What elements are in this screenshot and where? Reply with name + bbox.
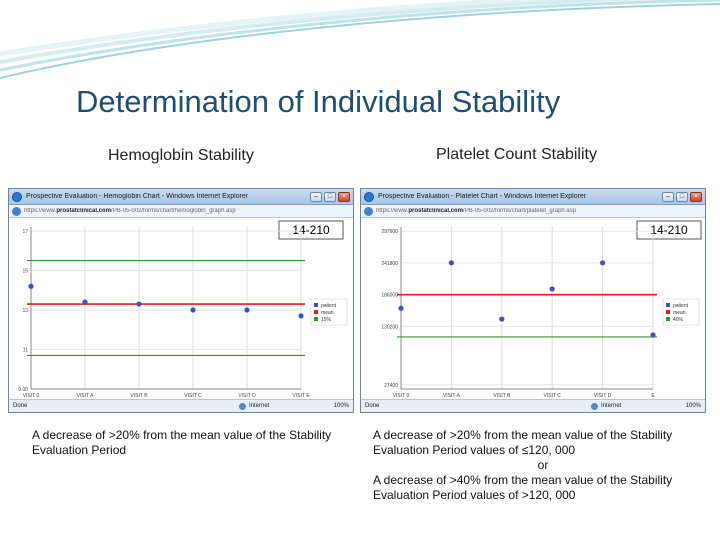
patient-data-point bbox=[28, 283, 34, 289]
ie-logo-icon bbox=[364, 191, 374, 202]
y-tick-label: 186000 bbox=[381, 293, 398, 299]
patient-data-point bbox=[600, 260, 606, 266]
legend-swatch bbox=[314, 303, 318, 307]
patient-data-point bbox=[448, 260, 454, 266]
patient-data-point bbox=[298, 313, 304, 319]
platelet-chart-area: 14-210 VISIT 0 VISIT A VISIT B VISIT C VISIT … bbox=[361, 219, 705, 400]
status-text: Done bbox=[365, 403, 380, 409]
x-tick-label: VISIT D bbox=[238, 393, 256, 399]
y-tick-label: 241800 bbox=[381, 261, 398, 267]
slide-title: Determination of Individual Stability bbox=[76, 84, 561, 119]
x-tick-label: VISIT B bbox=[493, 393, 511, 399]
hemoglobin-chart: 14-210 VISIT 0 VISIT A VISIT B VISIT C VISIT … bbox=[18, 220, 348, 399]
hemoglobin-chart-area: 14-210 VISIT 0 VISIT A VISIT B VISIT C VISIT … bbox=[9, 219, 353, 400]
url-field[interactable]: https://www.prostatclinical.com/PB-05-00… bbox=[376, 208, 577, 214]
legend-swatch bbox=[666, 310, 670, 314]
globe-icon bbox=[239, 402, 246, 410]
hemoglobin-heading: Hemoglobin Stability bbox=[108, 147, 254, 164]
patient-data-point bbox=[499, 316, 505, 322]
zoom-level[interactable]: 100% bbox=[685, 403, 701, 409]
y-tick-label: 130200 bbox=[381, 324, 398, 330]
patient-data-point bbox=[650, 332, 656, 338]
x-tick-label: E bbox=[651, 393, 655, 399]
legend-swatch bbox=[314, 317, 318, 321]
window-title: Prospective Evaluation - Hemoglobin Char… bbox=[26, 193, 249, 200]
caption-line: A decrease of >20% from the mean value o… bbox=[373, 428, 673, 442]
legend-swatch bbox=[314, 310, 318, 314]
legend-label: 15% bbox=[321, 317, 332, 323]
x-tick-label: VISIT D bbox=[594, 393, 612, 399]
caption-line: Evaluation Period values of >120, 000 bbox=[373, 488, 576, 502]
platelet-chart: 14-210 VISIT 0 VISIT A VISIT B VISIT C VISIT … bbox=[381, 220, 702, 399]
window-title: Prospective Evaluation - Platelet Chart … bbox=[378, 193, 587, 200]
legend-label: patient bbox=[673, 303, 689, 309]
caption-line: A decrease of >20% from the mean value o… bbox=[32, 428, 332, 442]
y-tick-label: 17 bbox=[22, 229, 28, 235]
patient-data-point bbox=[82, 299, 88, 305]
patient-data-point bbox=[549, 286, 555, 292]
platelet-caption: A decrease of >20% from the mean value o… bbox=[373, 428, 713, 503]
y-tick-label: 27400 bbox=[384, 383, 398, 389]
patient-data-point bbox=[398, 305, 404, 311]
x-tick-label: VISIT 0 bbox=[23, 393, 40, 399]
legend-label: mean bbox=[321, 310, 334, 316]
platelet-heading: Platelet Count Stability bbox=[436, 146, 597, 163]
address-bar[interactable]: https://www.prostatclinical.com/PB-05-00… bbox=[9, 205, 353, 218]
y-tick-label: 13 bbox=[22, 308, 28, 314]
patient-data-point bbox=[190, 307, 196, 313]
minimize-button[interactable]: – bbox=[310, 191, 322, 202]
hemoglobin-browser-window[interactable]: Prospective Evaluation - Hemoglobin Char… bbox=[8, 188, 354, 413]
close-button[interactable]: × bbox=[690, 191, 702, 202]
y-tick-label: 15 bbox=[22, 268, 28, 274]
caption-line: Evaluation Period values of ≤120, 000 bbox=[373, 443, 576, 457]
window-titlebar[interactable]: Prospective Evaluation - Hemoglobin Char… bbox=[9, 189, 353, 205]
x-tick-label: VISIT A bbox=[77, 393, 95, 399]
caption-or: or bbox=[537, 458, 549, 472]
legend-swatch bbox=[666, 303, 670, 307]
back-arrow-icon[interactable] bbox=[12, 206, 21, 216]
url-field[interactable]: https://www.prostatclinical.com/PB-05-00… bbox=[24, 208, 236, 214]
back-arrow-icon[interactable] bbox=[364, 206, 373, 216]
caption-line: Evaluation Period bbox=[32, 443, 127, 457]
legend-label: 40% bbox=[673, 317, 684, 323]
patient-data-point bbox=[136, 301, 142, 307]
legend-label: patient bbox=[321, 303, 337, 309]
hemoglobin-caption: A decrease of >20% from the mean value o… bbox=[32, 428, 362, 458]
patient-data-point bbox=[244, 307, 250, 313]
status-zone: Internet bbox=[601, 403, 622, 409]
y-tick-label: 9.00 bbox=[18, 387, 28, 393]
x-tick-label: VISIT E bbox=[292, 393, 310, 399]
chart-title: 14-210 bbox=[650, 223, 688, 237]
maximize-button[interactable]: □ bbox=[324, 191, 336, 202]
y-tick-label: 297600 bbox=[381, 229, 398, 235]
close-button[interactable]: × bbox=[338, 191, 350, 202]
status-text: Done bbox=[13, 403, 28, 409]
minimize-button[interactable]: – bbox=[662, 191, 674, 202]
chart-title-box bbox=[278, 220, 344, 240]
status-bar: Done Internet 100% bbox=[361, 399, 705, 412]
ie-logo-icon bbox=[12, 191, 22, 202]
legend-swatch bbox=[666, 317, 670, 321]
window-titlebar[interactable]: Prospective Evaluation - Platelet Chart … bbox=[361, 189, 705, 205]
globe-icon bbox=[591, 402, 598, 410]
x-tick-label: VISIT A bbox=[443, 393, 461, 399]
caption-line: A decrease of >40% from the mean value o… bbox=[373, 473, 673, 487]
legend-label: mean bbox=[673, 310, 686, 316]
address-bar[interactable]: https://www.prostatclinical.com/PB-05-00… bbox=[361, 205, 705, 218]
x-tick-label: VISIT 0 bbox=[393, 393, 410, 399]
y-tick-label: 11 bbox=[23, 347, 28, 353]
maximize-button[interactable]: □ bbox=[676, 191, 688, 202]
x-tick-label: VISIT C bbox=[543, 393, 561, 399]
status-zone: Internet bbox=[249, 403, 270, 409]
x-tick-label: VISIT C bbox=[184, 393, 202, 399]
zoom-level[interactable]: 100% bbox=[333, 403, 349, 409]
chart-title: 14-210 bbox=[292, 223, 330, 237]
x-tick-label: VISIT B bbox=[130, 393, 148, 399]
platelet-browser-window[interactable]: Prospective Evaluation - Platelet Chart … bbox=[360, 188, 706, 413]
status-bar: Done Internet 100% bbox=[9, 399, 353, 412]
decorative-swoosh bbox=[0, 0, 720, 79]
